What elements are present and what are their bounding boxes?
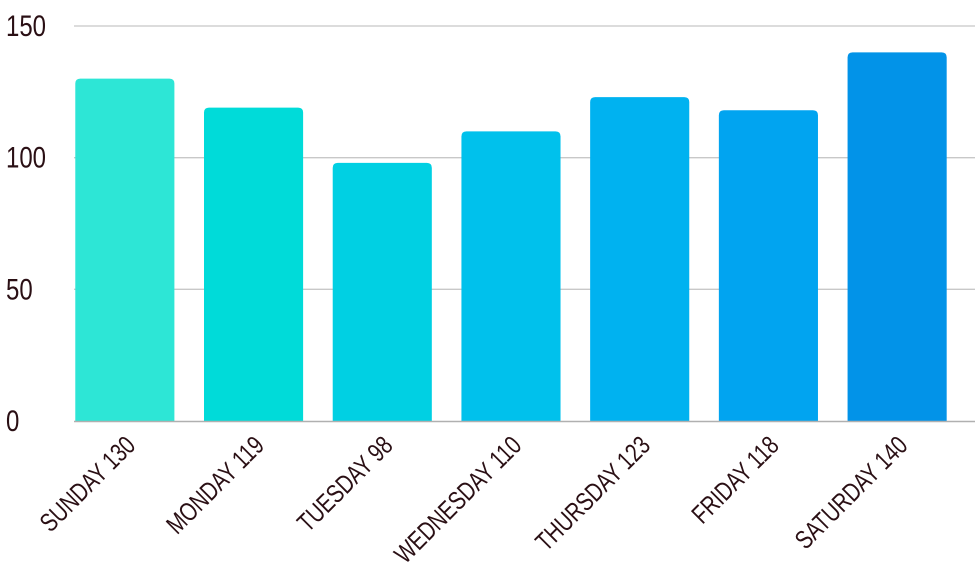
bar-wednesday: [461, 131, 560, 421]
y-axis-ticks: 0 50 100 150: [6, 8, 46, 437]
bar-thursday: [590, 97, 689, 421]
x-tick-label-saturday: SATURDAY 140: [789, 430, 913, 554]
bars: [75, 52, 946, 421]
x-tick-label-thursday: THURSDAY 123: [530, 430, 656, 556]
bar-friday: [719, 110, 818, 421]
x-tick-label-monday: MONDAY 119: [161, 430, 270, 539]
bar-monday: [204, 108, 303, 421]
bar-sunday: [75, 79, 174, 421]
x-axis-ticks: SUNDAY 130 MONDAY 119 TUESDAY 98WEDNESDAY …: [34, 430, 913, 568]
x-tick-label-sunday: SUNDAY 130: [34, 430, 141, 537]
y-tick-label: 150: [6, 8, 46, 42]
bar-tuesday: [333, 163, 432, 421]
bar-saturday: [848, 52, 947, 421]
x-tick-label-friday: FRIDAY 118: [686, 430, 785, 529]
x-tick-label-tuesday: TUESDAY 98: [291, 430, 398, 537]
y-tick-label: 0: [6, 403, 19, 437]
y-tick-label: 100: [6, 140, 46, 174]
y-tick-label: 50: [6, 272, 33, 306]
x-tick-label-wednesday: WEDNESDAY 110: [389, 430, 527, 568]
